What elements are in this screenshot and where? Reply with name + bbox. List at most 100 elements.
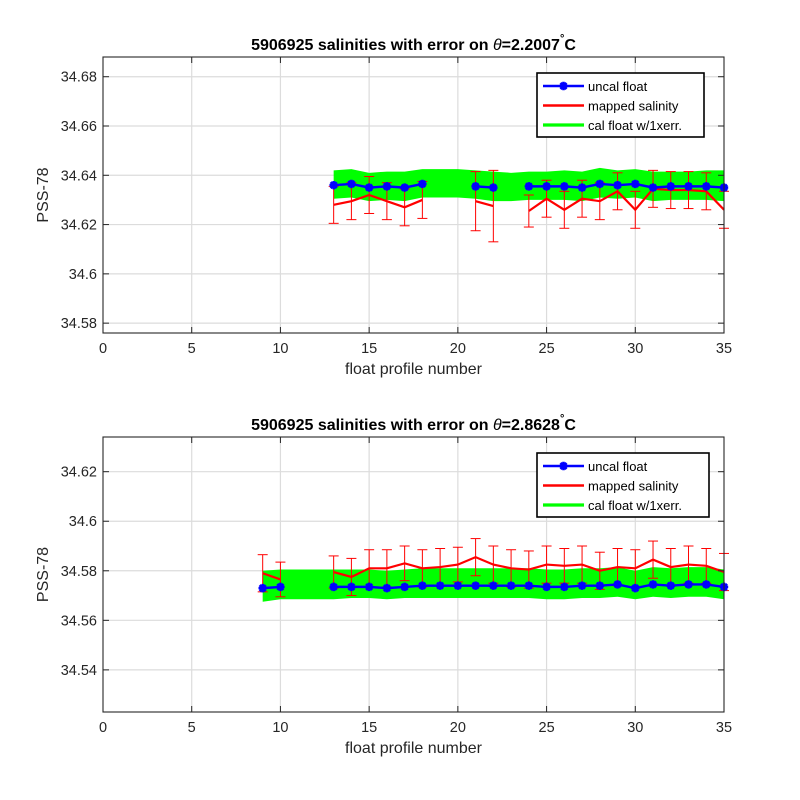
y-axis-label: PSS-78 xyxy=(35,167,52,222)
y-tick-label: 34.68 xyxy=(61,70,97,86)
legend-label: cal float w/1xerr. xyxy=(588,118,682,133)
y-tick-label: 34.6 xyxy=(69,267,97,283)
title-unit: C xyxy=(564,417,576,434)
uncal-float-point xyxy=(382,583,392,593)
uncal-float-point xyxy=(542,182,551,191)
x-tick-label: 30 xyxy=(627,341,643,357)
uncal-marker-core xyxy=(668,184,673,189)
uncal-marker-core xyxy=(544,584,549,590)
x-tick-label: 10 xyxy=(272,720,288,736)
uncal-marker-core xyxy=(278,584,283,590)
mapped-salinity-errorbar xyxy=(364,176,375,214)
uncal-marker-core xyxy=(491,583,496,588)
mapped-salinity-errorbar xyxy=(559,190,570,229)
x-tick-label: 25 xyxy=(539,341,555,357)
uncal-float-point xyxy=(631,583,640,593)
axes-box xyxy=(102,56,725,334)
uncal-marker-core xyxy=(704,582,709,587)
uncal-float-point xyxy=(364,183,374,192)
uncal-float-point xyxy=(577,581,587,590)
uncal-float-point xyxy=(435,581,445,590)
uncal-marker-core xyxy=(686,582,691,587)
chart-panel-bottom: 0 5 10 15 20 25 30 35 34.54 34.56 34.58 34.6 34.62 fl… xyxy=(35,413,732,757)
title-unit: C xyxy=(564,37,576,54)
x-tick-label: 20 xyxy=(450,720,466,736)
x-tick-label: 5 xyxy=(188,341,196,357)
uncal-marker-core xyxy=(686,184,691,189)
x-axis-label: float profile number xyxy=(345,361,483,378)
uncal-float-point xyxy=(506,581,516,590)
legend-label: mapped salinity xyxy=(588,479,679,494)
mapped-salinity-line xyxy=(475,200,494,208)
uncal-float-point xyxy=(329,180,338,190)
legend-label: cal float w/1xerr. xyxy=(588,498,682,513)
mapped-salinity-errorbar xyxy=(648,540,659,579)
legend-label: uncal float xyxy=(588,459,648,474)
uncal-marker-core xyxy=(561,83,566,89)
legend-label: mapped salinity xyxy=(588,99,679,114)
uncal-marker-core xyxy=(704,184,709,189)
y-tick-label: 34.56 xyxy=(61,613,97,629)
axes-box xyxy=(102,436,725,713)
title-prefix: 5906925 salinities with error on xyxy=(251,417,493,434)
uncal-marker-core xyxy=(633,181,638,187)
legend-cal-float: cal float w/1xerr. xyxy=(543,498,682,513)
uncal-float-point xyxy=(542,582,551,592)
chart-title: 5906925 salinities with error on θ=2.200… xyxy=(251,33,576,54)
uncal-float-point xyxy=(400,183,409,192)
uncal-float-point xyxy=(560,582,569,592)
y-tick-label: 34.66 xyxy=(61,119,97,135)
uncal-float-point xyxy=(471,581,480,590)
y-tick-label: 34.62 xyxy=(61,465,97,481)
legend-marker xyxy=(559,81,568,91)
uncal-marker-core xyxy=(402,185,407,190)
x-tick-label: 35 xyxy=(716,720,732,736)
uncal-float-point xyxy=(560,182,569,191)
uncal-marker-core xyxy=(579,583,585,588)
mapped-salinity-errorbar xyxy=(523,194,534,228)
uncal-float-point xyxy=(276,582,285,592)
uncal-float-point xyxy=(418,179,427,189)
uncal-float-point xyxy=(684,182,693,191)
uncal-marker-core xyxy=(349,181,354,187)
y-tick-label: 34.58 xyxy=(61,564,97,580)
y-axis-label: PSS-78 xyxy=(35,547,52,602)
uncal-float-point xyxy=(613,580,622,589)
mapped-salinity-errorbar xyxy=(470,171,481,232)
uncal-marker-core xyxy=(562,184,567,189)
x-tick-label: 35 xyxy=(716,341,732,357)
uncal-marker-core xyxy=(650,582,656,587)
x-tick-label: 0 xyxy=(99,341,107,357)
uncal-marker-core xyxy=(508,583,514,588)
legend-uncal-float: uncal float xyxy=(543,459,648,474)
x-tick-label: 15 xyxy=(361,720,377,736)
uncal-float-point xyxy=(364,582,374,592)
chart-title: 5906925 salinities with error on θ=2.862… xyxy=(251,413,576,434)
legend-label: uncal float xyxy=(588,79,648,94)
uncal-marker-core xyxy=(615,182,620,188)
y-tick-label: 34.64 xyxy=(61,168,97,184)
legend-mapped-salinity: mapped salinity xyxy=(543,99,679,114)
uncal-marker-core xyxy=(473,583,478,588)
uncal-float-point xyxy=(631,179,640,189)
uncal-marker-core xyxy=(561,463,566,469)
uncal-float-point xyxy=(648,580,658,589)
mapped-salinity-errorbar xyxy=(701,172,712,211)
x-tick-label: 5 xyxy=(188,720,196,736)
x-tick-label: 0 xyxy=(99,720,107,736)
chart-panel-top: 0 5 10 15 20 25 30 35 34.58 34.6 34.62 34.64 34.66 34… xyxy=(35,33,732,378)
x-tick-label: 30 xyxy=(627,720,643,736)
uncal-float-point xyxy=(347,179,356,189)
uncal-marker-core xyxy=(526,184,532,189)
uncal-marker-core xyxy=(597,181,602,187)
title-value: =2.8628 xyxy=(502,417,560,434)
x-tick-label: 25 xyxy=(539,720,555,736)
uncal-float-point xyxy=(489,183,498,192)
uncal-float-point xyxy=(489,581,498,590)
y-tick-label: 34.58 xyxy=(61,316,97,332)
legend-mapped-salinity: mapped salinity xyxy=(543,479,679,494)
y-tick-label: 34.6 xyxy=(69,514,97,530)
uncal-float-point xyxy=(258,583,267,593)
uncal-float-point xyxy=(347,582,356,592)
